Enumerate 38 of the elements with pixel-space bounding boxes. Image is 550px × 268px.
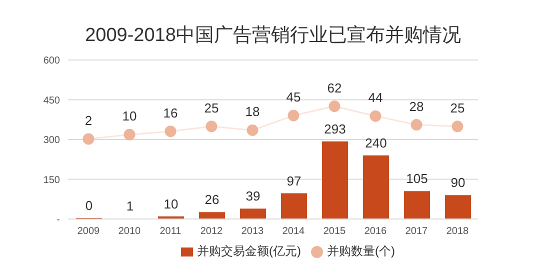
- x-tick-label: 2015: [323, 226, 346, 238]
- y-tick-label: 450: [43, 95, 60, 106]
- y-tick-label: 150: [43, 174, 60, 186]
- data-label: 18: [245, 104, 260, 120]
- data-label: 45: [286, 90, 301, 105]
- data-label: 25: [450, 100, 465, 116]
- y-tick-label: -: [56, 214, 60, 226]
- y-tick-label: 300: [43, 135, 60, 146]
- x-tick-label: 2013: [241, 226, 264, 238]
- data-label: 1: [126, 198, 134, 214]
- data-label: 25: [204, 100, 219, 116]
- y-tick-label: 600: [43, 56, 60, 67]
- data-label: 2: [84, 112, 92, 128]
- x-tick-label: 2018: [446, 226, 470, 238]
- x-tick-label: 2014: [282, 226, 306, 238]
- data-label: 0: [85, 198, 93, 213]
- x-tick-label: 2017: [405, 226, 428, 238]
- data-label: 97: [286, 173, 302, 188]
- x-tick-label: 2011: [160, 226, 182, 238]
- data-label: 10: [164, 196, 178, 212]
- data-label: 10: [122, 108, 137, 124]
- legend-label: 并购交易金额(亿元): [197, 244, 301, 258]
- x-tick-label: 2010: [118, 226, 142, 238]
- data-label: 90: [450, 175, 466, 190]
- x-tick-label: 2012: [200, 226, 224, 238]
- data-label: 240: [365, 135, 387, 150]
- x-tick-label: 2009: [77, 226, 100, 238]
- data-label: 39: [246, 188, 260, 204]
- data-label: 26: [204, 192, 220, 208]
- data-label: 16: [163, 105, 178, 120]
- data-label: 105: [406, 171, 428, 186]
- x-tick-label: 2016: [364, 226, 388, 238]
- data-label: 28: [409, 98, 424, 114]
- legend-label: 并购数量(个): [327, 244, 395, 258]
- data-label: 44: [368, 90, 383, 106]
- data-label: 62: [327, 80, 342, 96]
- data-label: 293: [324, 121, 346, 136]
- chart-title: 2009-2018中国广告营销行业已宣布并购情况: [84, 24, 462, 48]
